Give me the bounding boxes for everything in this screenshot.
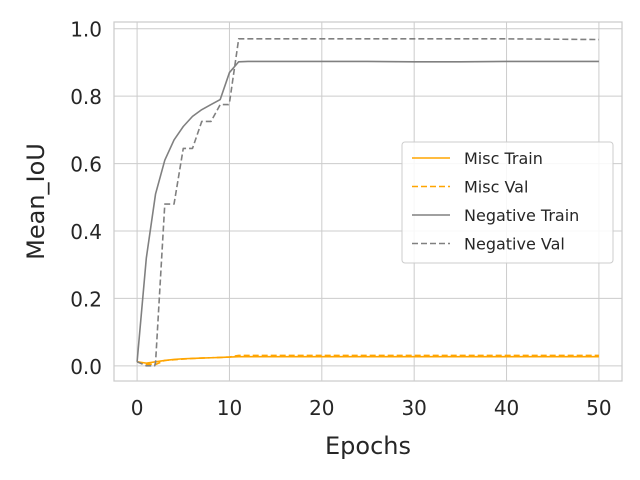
series-layer: [136, 38, 599, 367]
series-line-negative-val: [136, 38, 599, 367]
x-tick-label-4: 40: [494, 396, 519, 420]
y-tick-label-0: 0.0: [70, 355, 102, 379]
plot-frame: [113, 21, 623, 382]
series-line-misc-train: [136, 355, 599, 364]
y-tick-label-2: 0.4: [70, 220, 102, 244]
legend-box: [401, 141, 614, 264]
x-axis-label: Epochs: [325, 432, 411, 460]
legend-label-misc-train: Misc Train: [464, 149, 543, 168]
x-tick-label-5: 50: [586, 396, 611, 420]
x-tick-label-3: 30: [401, 396, 426, 420]
series-line-negative-train: [136, 60, 599, 362]
y-tick-label-1: 0.2: [70, 287, 102, 311]
legend: Misc Train Misc Val Negative Train Negative…: [401, 141, 614, 264]
legend-label-negative-train: Negative Train: [464, 206, 579, 225]
x-tick-label-0: 0: [131, 396, 144, 420]
series-line-misc-val: [136, 354, 599, 366]
tick-labels: 0 10 20 30 40 50 0.0 0.2 0.4 0.6 0.8 1.0: [70, 18, 611, 420]
legend-label-misc-val: Misc Val: [464, 178, 528, 197]
x-tick-label-1: 10: [217, 396, 242, 420]
y-tick-label-3: 0.6: [70, 153, 102, 177]
legend-label-negative-val: Negative Val: [464, 235, 565, 254]
x-tick-label-2: 20: [309, 396, 334, 420]
y-tick-label-5: 1.0: [70, 18, 102, 42]
y-axis-label: Mean_IoU: [22, 143, 50, 260]
y-tick-label-4: 0.8: [70, 85, 102, 109]
